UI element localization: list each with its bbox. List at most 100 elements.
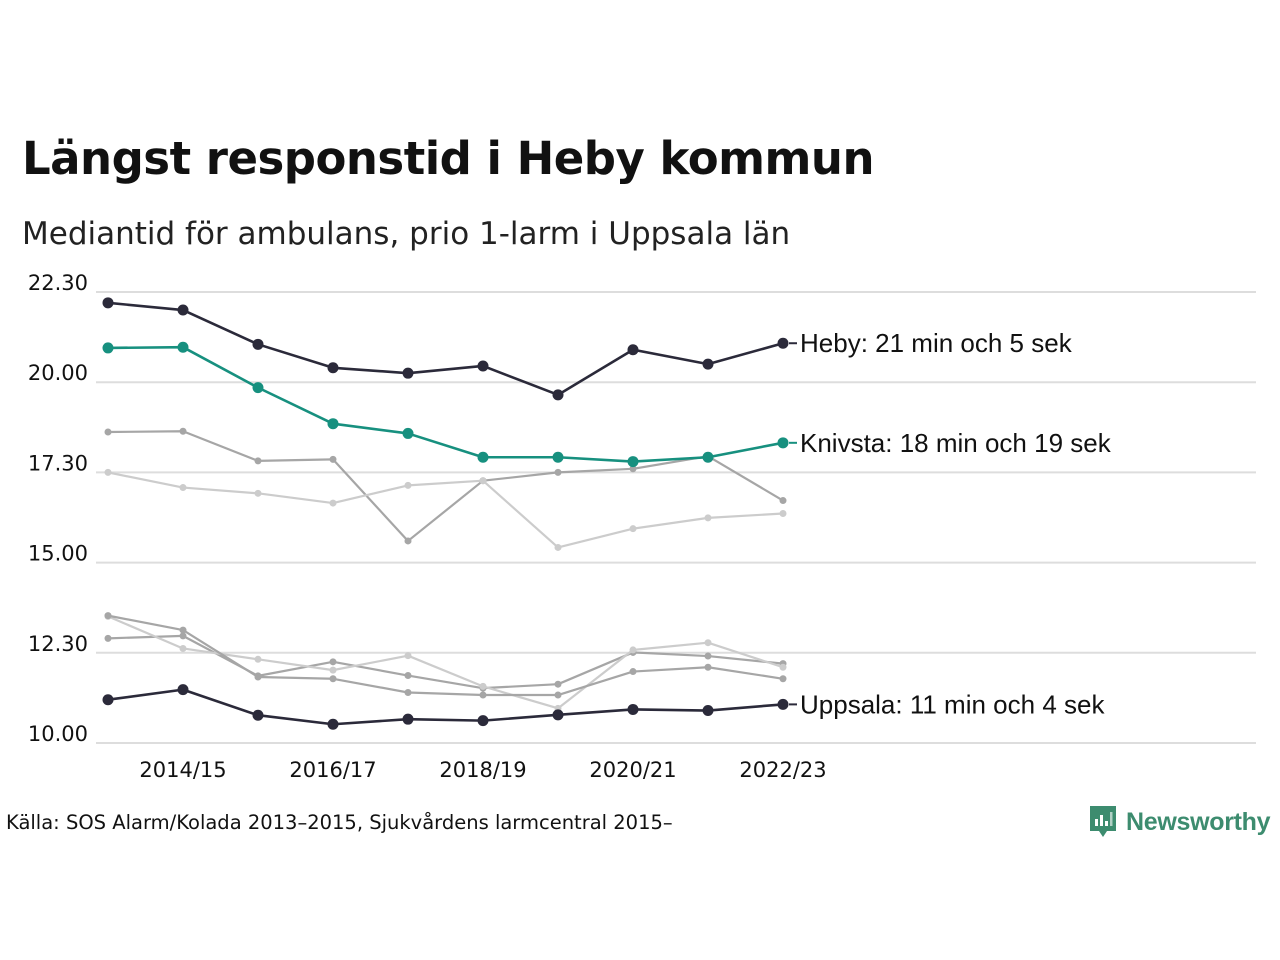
newsworthy-logo: Newsworthy: [1088, 804, 1271, 840]
newsworthy-logo-icon: [1090, 806, 1116, 837]
series-line-knivsta: [107, 345, 784, 463]
data-point-heby: [777, 337, 789, 349]
data-point-knivsta: [777, 437, 789, 449]
context-data-point: [779, 663, 787, 671]
context-data-point: [329, 658, 337, 666]
data-point-heby: [552, 389, 564, 401]
data-point-heby: [702, 358, 714, 370]
context-data-point: [179, 632, 187, 640]
context-data-point: [329, 675, 337, 683]
series-end-labels: Heby: 21 min och 5 sek Knivsta: 18 min oc…: [789, 328, 1112, 719]
y-tick-label: 17.30: [28, 451, 88, 475]
context-series: [104, 427, 787, 712]
data-point-heby: [102, 297, 114, 309]
context-data-point: [629, 668, 637, 676]
context-data-point: [104, 428, 112, 436]
context-data-point: [554, 543, 562, 551]
context-series-line: [107, 634, 784, 690]
context-data-point: [254, 489, 262, 497]
context-data-point: [779, 510, 787, 518]
data-point-uppsala: [327, 718, 339, 730]
y-tick-label: 20.00: [28, 361, 88, 385]
context-data-point: [104, 634, 112, 642]
context-data-point: [179, 427, 187, 435]
data-point-heby: [477, 360, 489, 372]
context-data-point: [179, 626, 187, 634]
data-point-knivsta: [252, 382, 264, 394]
context-data-point: [554, 468, 562, 476]
data-point-heby: [252, 338, 264, 350]
context-data-point: [704, 639, 712, 647]
data-point-knivsta: [477, 451, 489, 463]
x-tick-label: 2014/15: [139, 758, 226, 782]
highlight-series: [102, 297, 789, 730]
data-point-knivsta: [702, 451, 714, 463]
x-axis-ticks: 2014/15 2016/17 2018/19 2020/21 2022/23: [139, 758, 826, 782]
context-series-line: [107, 430, 784, 543]
context-data-point: [704, 514, 712, 522]
data-point-uppsala: [777, 698, 789, 710]
context-data-point: [779, 497, 787, 505]
data-point-uppsala: [552, 709, 564, 721]
series-line-heby: [107, 301, 784, 397]
y-tick-label: 12.30: [28, 632, 88, 656]
context-data-point: [554, 680, 562, 688]
context-data-point: [629, 465, 637, 473]
data-point-heby: [627, 344, 639, 356]
logo-text: Newsworthy: [1126, 807, 1271, 836]
context-data-point: [479, 691, 487, 699]
data-point-heby: [327, 362, 339, 374]
data-point-knivsta: [327, 418, 339, 430]
data-point-knivsta: [102, 342, 114, 354]
context-data-point: [254, 457, 262, 465]
context-data-point: [329, 666, 337, 674]
end-label-heby: Heby: 21 min och 5 sek: [800, 328, 1073, 358]
data-point-heby: [177, 304, 189, 316]
x-tick-label: 2020/21: [589, 758, 676, 782]
data-point-uppsala: [702, 705, 714, 717]
source-note: Källa: SOS Alarm/Kolada 2013–2015, Sjukv…: [6, 811, 673, 834]
context-series-line: [107, 471, 784, 549]
context-data-point: [254, 673, 262, 681]
data-point-uppsala: [402, 713, 414, 725]
gridlines: [96, 291, 1256, 744]
data-point-knivsta: [177, 341, 189, 353]
data-point-uppsala: [627, 703, 639, 715]
context-data-point: [629, 646, 637, 654]
y-tick-label: 10.00: [28, 722, 88, 746]
y-tick-label: 15.00: [28, 542, 88, 566]
y-tick-label: 22.30: [28, 271, 88, 295]
context-data-point: [629, 525, 637, 533]
context-data-point: [179, 644, 187, 652]
data-point-uppsala: [252, 709, 264, 721]
chart-subtitle: Mediantid för ambulans, prio 1-larm i Up…: [22, 216, 791, 252]
data-point-uppsala: [102, 694, 114, 706]
context-data-point: [479, 682, 487, 690]
end-label-knivsta: Knivsta: 18 min och 19 sek: [800, 428, 1112, 458]
context-data-point: [104, 612, 112, 620]
context-data-point: [404, 537, 412, 545]
context-data-point: [479, 477, 487, 485]
data-point-heby: [402, 367, 414, 379]
context-data-point: [179, 484, 187, 492]
context-data-point: [404, 672, 412, 680]
y-axis-ticks: 10.00 12.30 15.00 17.30 20.00 22.30: [28, 271, 88, 746]
context-data-point: [404, 688, 412, 696]
data-point-knivsta: [552, 451, 564, 463]
context-data-point: [329, 499, 337, 507]
context-data-point: [404, 481, 412, 489]
x-tick-label: 2018/19: [439, 758, 526, 782]
context-data-point: [329, 455, 337, 463]
end-label-uppsala: Uppsala: 11 min och 4 sek: [800, 689, 1105, 719]
context-data-point: [779, 675, 787, 683]
context-data-point: [554, 691, 562, 699]
context-data-point: [704, 663, 712, 671]
x-tick-label: 2022/23: [739, 758, 826, 782]
context-data-point: [104, 468, 112, 476]
series-line-uppsala: [107, 688, 784, 726]
x-tick-label: 2016/17: [289, 758, 376, 782]
context-data-point: [704, 652, 712, 660]
data-point-knivsta: [402, 427, 414, 439]
chart-title: Längst responstid i Heby kommun: [22, 132, 874, 185]
